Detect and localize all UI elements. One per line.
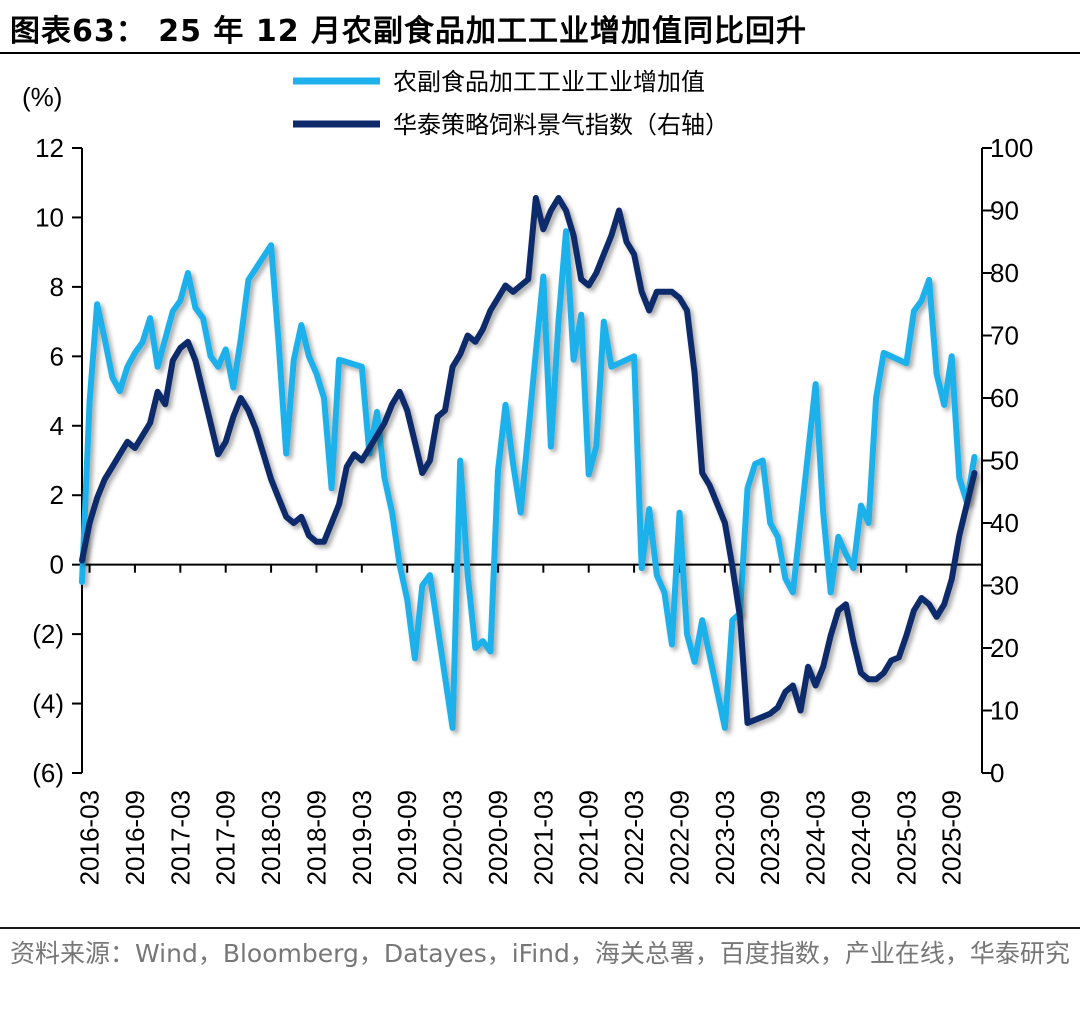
- y-left-tick-label: (6): [32, 758, 64, 788]
- x-tick-label: 2018-09: [301, 790, 331, 885]
- y-left-tick-label: 12: [35, 133, 64, 163]
- y-right-tick-label: 0: [990, 758, 1004, 788]
- y-right-tick-label: 30: [990, 571, 1019, 601]
- chart: 121086420(2)(4)(6)1009080706050403020100…: [22, 68, 1033, 885]
- y-left-tick-label: 2: [50, 480, 64, 510]
- x-tick-label: 2017-03: [165, 790, 195, 885]
- x-tick-label: 2020-03: [438, 790, 468, 885]
- x-tick-label: 2022-03: [619, 790, 649, 885]
- x-tick-label: 2017-09: [211, 790, 241, 885]
- source-note: 资料来源：Wind，Bloomberg，Datayes，iFind，海关总署，百…: [10, 939, 1070, 968]
- y-right-tick-label: 100: [990, 133, 1033, 163]
- y-left-tick-label: 6: [50, 341, 64, 371]
- x-tick-label: 2021-03: [528, 790, 558, 885]
- y-left-tick-label: 8: [50, 272, 64, 302]
- x-tick-label: 2025-03: [891, 790, 921, 885]
- x-tick-label: 2024-09: [846, 790, 876, 885]
- legend-label-series1: 农副食品加工工业工业增加值: [393, 68, 705, 96]
- x-tick-label: 2016-03: [75, 790, 105, 885]
- legend: 农副食品加工工业工业增加值 华泰策略饲料景气指数（右轴）: [293, 68, 729, 139]
- y-left-tick-label: 10: [35, 202, 64, 232]
- x-tick-label: 2025-09: [937, 790, 967, 885]
- y-right-tick-label: 80: [990, 258, 1019, 288]
- y-right-tick-label: 20: [990, 633, 1019, 663]
- y-left-axis-unit: (%): [22, 82, 62, 112]
- chart-title: 图表63： 25 年 12 月农副食品加工工业增加值同比回升: [10, 14, 808, 49]
- series-line-processing-value-added: [79, 228, 978, 731]
- y-right-tick-label: 70: [990, 321, 1019, 351]
- y-left-tick-label: (4): [32, 689, 64, 719]
- x-tick-label: 2021-09: [574, 790, 604, 885]
- y-right-tick-label: 60: [990, 383, 1019, 413]
- series-line-feed-index: [79, 195, 978, 726]
- y-left-tick-label: 0: [50, 550, 64, 580]
- title-divider: [0, 52, 1080, 54]
- x-tick-label: 2019-03: [347, 790, 377, 885]
- x-tick-label: 2024-03: [801, 790, 831, 885]
- x-tick-label: 2022-09: [664, 790, 694, 885]
- y-left-tick-label: (2): [32, 619, 64, 649]
- chart-axes: 121086420(2)(4)(6)1009080706050403020100…: [32, 133, 1033, 885]
- y-left-tick-label: 4: [50, 411, 64, 441]
- x-tick-label: 2018-03: [256, 790, 286, 885]
- x-tick-label: 2016-09: [120, 790, 150, 885]
- y-right-tick-label: 90: [990, 196, 1019, 226]
- source-divider: [0, 927, 1080, 929]
- y-right-tick-label: 40: [990, 508, 1019, 538]
- series-layer: [79, 195, 978, 731]
- x-tick-label: 2023-03: [710, 790, 740, 885]
- y-right-tick-label: 50: [990, 446, 1019, 476]
- x-tick-label: 2023-09: [755, 790, 785, 885]
- legend-label-series2: 华泰策略饲料景气指数（右轴）: [393, 111, 729, 139]
- y-right-tick-label: 10: [990, 696, 1019, 726]
- x-tick-label: 2020-09: [483, 790, 513, 885]
- x-tick-label: 2019-09: [392, 790, 422, 885]
